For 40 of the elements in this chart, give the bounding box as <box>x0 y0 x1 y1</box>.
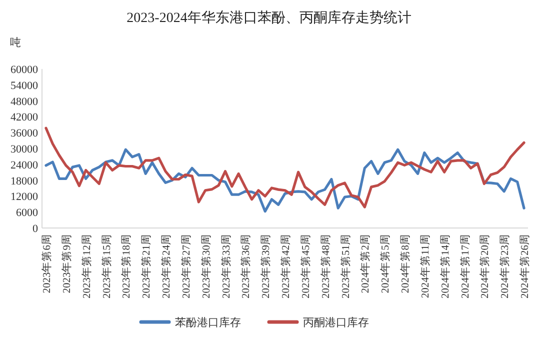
y-tick-label: 36000 <box>10 128 38 140</box>
x-tick-label: 2023年第21周 <box>140 234 153 298</box>
chart-title: 2023-2024年华东港口苯酚、丙酮库存走势统计 <box>126 10 412 26</box>
y-tick-label: 54000 <box>10 80 38 92</box>
legend-label: 苯酚港口库存 <box>175 316 241 329</box>
x-tick-label: 2023年第45周 <box>300 234 312 298</box>
x-tick-label: 2024年第23周 <box>499 234 512 298</box>
x-tick-label: 2024年第14周 <box>439 234 452 298</box>
x-tick-label: 2023年第30周 <box>200 234 212 298</box>
x-tick-label: 2023年第12周 <box>80 234 93 298</box>
x-tick-label: 2024年第17周 <box>459 234 472 298</box>
x-tick-label: 2024年第5周 <box>380 234 392 294</box>
x-tick-label: 2024年第8周 <box>400 234 412 294</box>
y-tick-label: 30000 <box>10 144 38 156</box>
x-tick-label: 2023年第51周 <box>340 234 352 298</box>
y-tick-label: 6000 <box>16 207 38 220</box>
y-tick-label: 18000 <box>10 175 38 188</box>
y-tick-label: 12000 <box>10 191 38 204</box>
x-tick-label: 2023年第27周 <box>180 234 192 298</box>
y-tick-label: 60000 <box>10 64 38 76</box>
legend-label: 丙酮港口库存 <box>303 316 369 329</box>
x-tick-label: 2023年第33周 <box>220 234 232 298</box>
x-tick-label: 2024年第26周 <box>519 234 531 298</box>
x-tick-label: 2023年第39周 <box>260 234 272 298</box>
x-tick-label: 2024年第2周 <box>360 234 372 294</box>
x-tick-label: 2023年第6周 <box>41 234 53 294</box>
x-tick-label: 2024年第11周 <box>419 234 432 298</box>
y-axis-title: 吨 <box>10 36 21 49</box>
x-tick-label: 2023年第36周 <box>240 234 252 298</box>
y-tick-label: 24000 <box>10 159 38 172</box>
x-tick-label: 2023年第48周 <box>320 234 332 298</box>
x-tick-label: 2023年第24周 <box>160 234 172 298</box>
x-tick-label: 2023年第9周 <box>60 234 73 294</box>
x-tick-label: 2024年第20周 <box>479 234 492 298</box>
y-tick-label: 42000 <box>10 112 38 124</box>
x-tick-label: 2023年第42周 <box>280 234 292 298</box>
x-tick-label: 2023年第18周 <box>120 234 133 298</box>
y-tick-label: 0 <box>32 223 38 235</box>
y-tick-label: 48000 <box>10 96 38 108</box>
x-tick-label: 2023年第15周 <box>100 234 113 298</box>
